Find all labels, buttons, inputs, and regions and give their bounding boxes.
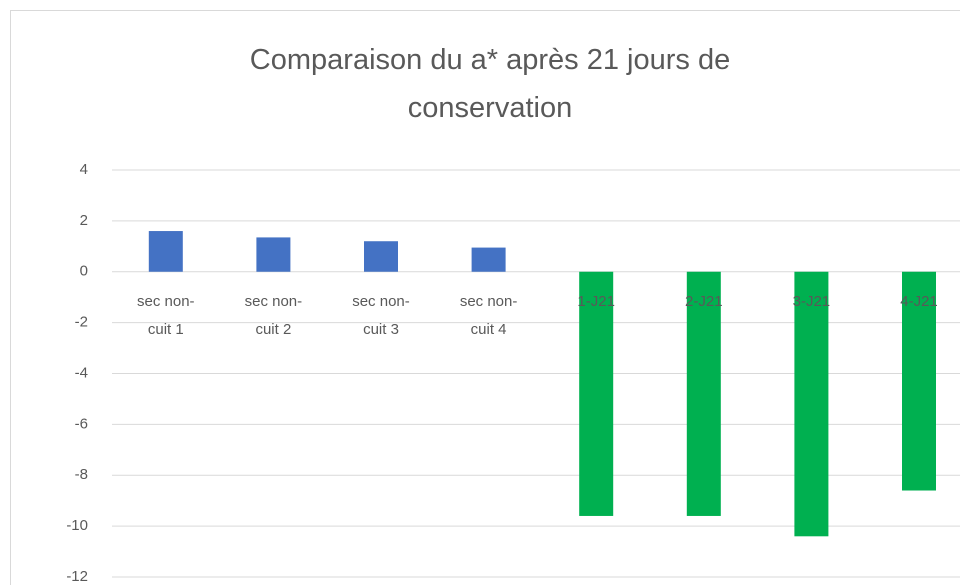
y-tick-label: -4: [75, 364, 88, 381]
y-tick-label: 0: [80, 263, 88, 280]
bar: [471, 247, 506, 272]
y-tick-label: -6: [75, 415, 88, 432]
x-tick-label: sec non-cuit 3: [352, 292, 410, 338]
y-tick-label: -10: [66, 517, 88, 534]
bar: [148, 231, 183, 272]
y-tick-label: -8: [75, 466, 88, 483]
x-tick-label: 2-J21: [685, 292, 723, 310]
x-tick-label: sec non-cuit 2: [244, 292, 303, 338]
x-tick-label: sec non-cuit 1: [137, 292, 195, 338]
x-tick-label: 1-J21: [577, 292, 615, 310]
x-tick-label: 4-J21: [900, 292, 938, 310]
bar: [579, 271, 614, 516]
bar: [364, 241, 398, 272]
bar: [902, 271, 936, 491]
bar: [256, 237, 291, 272]
x-tick-label: sec non-cuit 4: [459, 292, 518, 338]
x-tick-label: 3-J21: [792, 292, 831, 310]
chart-title: Comparaison du a* après 21 jours de cons…: [249, 44, 731, 124]
y-tick-label: 4: [80, 161, 88, 178]
bar: [794, 271, 829, 537]
y-tick-label: -2: [75, 314, 88, 331]
y-tick-label: 2: [80, 212, 88, 229]
y-tick-label: -12: [66, 568, 88, 585]
bar: [686, 271, 721, 516]
